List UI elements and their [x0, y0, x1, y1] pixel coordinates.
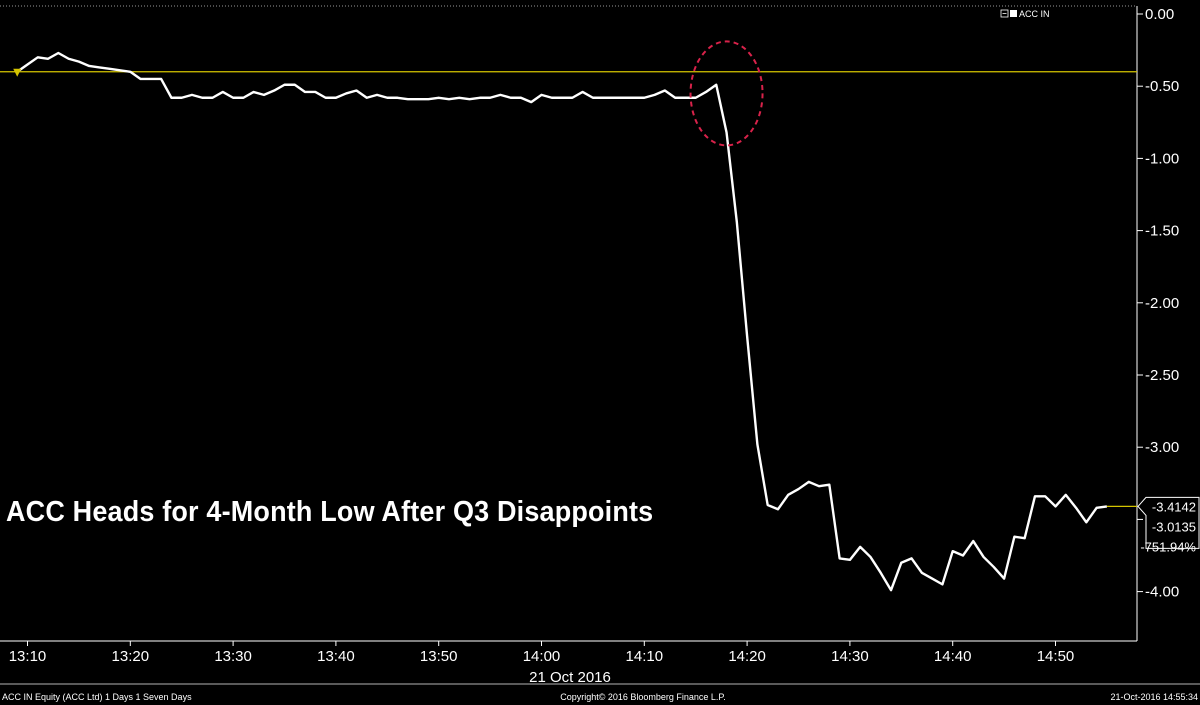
- series-line-acc-in: [16, 51, 1108, 592]
- x-axis-ticks: 13:10 13:20 13:30 13:40 13:50 14:00 14:10 14:20…: [9, 641, 1075, 665]
- chart-headline: ACC Heads for 4-Month Low After Q3 Disap…: [6, 496, 654, 528]
- last-value-price: -3.4142: [1152, 499, 1196, 514]
- y-tick-label: -4.00: [1145, 584, 1179, 601]
- last-value-arrow: [1137, 496, 1200, 549]
- last-value-percent: -751.94%: [1140, 539, 1196, 554]
- annotation-dashed-ellipse: [689, 40, 764, 147]
- y-tick-label: -1.00: [1145, 150, 1179, 167]
- y-tick-label: -1.50: [1145, 223, 1179, 240]
- footer-copyright: Copyright© 2016 Bloomberg Finance L.P.: [560, 692, 726, 702]
- footer-timestamp: 21-Oct-2016 14:55:34: [1110, 692, 1198, 702]
- legend: ACC IN: [1000, 9, 1050, 19]
- y-tick-label: -2.00: [1145, 295, 1179, 312]
- x-tick-label: 13:30: [214, 648, 252, 665]
- legend-label: ACC IN: [1019, 9, 1050, 19]
- x-tick-label: 13:20: [112, 648, 150, 665]
- y-tick-label: 0.00: [1145, 6, 1174, 23]
- y-axis-ticks: 0.00 -0.50 -1.00 -1.50 -2.00 -2.50 -3.00 -4.00: [1137, 6, 1179, 601]
- y-tick-label: -3.00: [1145, 439, 1179, 456]
- x-tick-label: 14:30: [831, 648, 869, 665]
- last-value-secondary: -3.0135: [1152, 519, 1196, 534]
- y-tick-label: -2.50: [1145, 367, 1179, 384]
- x-tick-label: 13:10: [9, 648, 47, 665]
- x-tick-label: 14:40: [934, 648, 972, 665]
- x-tick-label: 14:10: [626, 648, 664, 665]
- x-tick-label: 14:50: [1037, 648, 1075, 665]
- y-tick-label: -0.50: [1145, 78, 1179, 95]
- legend-toggle-icon[interactable]: [1000, 9, 1009, 18]
- x-tick-label: 14:00: [523, 648, 561, 665]
- series-start-marker: [13, 68, 22, 77]
- x-axis-date-label: 21 Oct 2016: [529, 669, 611, 686]
- legend-swatch: [1010, 10, 1017, 17]
- x-tick-label: 13:40: [317, 648, 355, 665]
- x-tick-label: 14:20: [728, 648, 766, 665]
- x-tick-label: 13:50: [420, 648, 458, 665]
- footer-security-info: ACC IN Equity (ACC Ltd) 1 Days 1 Seven D…: [2, 692, 192, 702]
